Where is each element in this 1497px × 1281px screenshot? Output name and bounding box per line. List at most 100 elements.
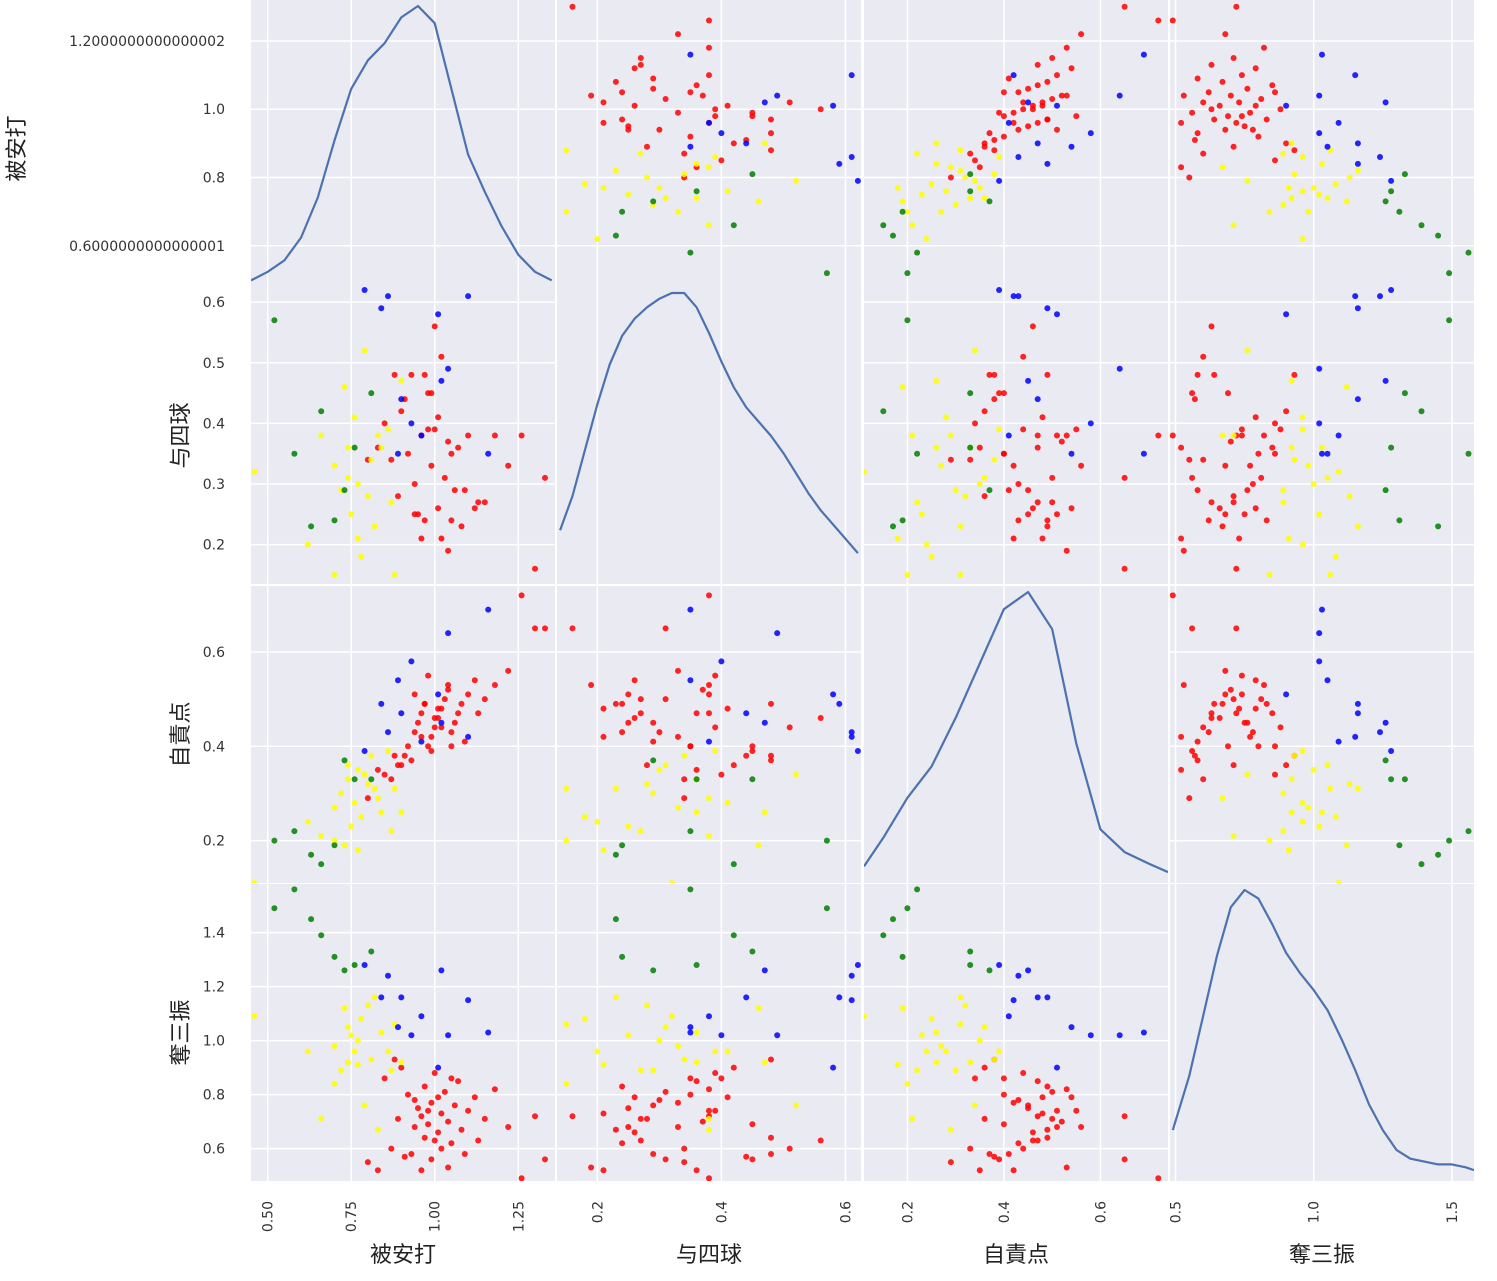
data-point-blue bbox=[1354, 140, 1361, 147]
data-point-red bbox=[1063, 1086, 1070, 1093]
data-point-yellow bbox=[374, 432, 381, 439]
data-point-yellow bbox=[331, 804, 338, 811]
data-point-red bbox=[817, 715, 824, 721]
data-point-red bbox=[505, 1124, 512, 1130]
data-point-blue bbox=[1354, 700, 1361, 707]
data-point-green bbox=[967, 171, 974, 178]
data-point-red bbox=[768, 757, 774, 764]
data-point-red bbox=[1200, 150, 1207, 157]
data-point-red bbox=[441, 1088, 448, 1095]
data-point-red bbox=[435, 505, 442, 512]
data-point-red bbox=[1044, 523, 1051, 530]
data-point-red bbox=[675, 733, 681, 740]
data-point-red bbox=[1249, 481, 1256, 487]
data-point-blue bbox=[1354, 710, 1361, 717]
data-point-blue bbox=[774, 92, 781, 99]
data-point-yellow bbox=[1354, 785, 1361, 792]
data-point-blue bbox=[836, 160, 843, 167]
data-point-red bbox=[981, 493, 988, 500]
data-point-yellow bbox=[358, 1016, 365, 1022]
data-point-red bbox=[1034, 432, 1041, 439]
data-point-yellow bbox=[957, 994, 964, 1001]
data-point-yellow bbox=[933, 1059, 940, 1066]
data-point-yellow bbox=[1310, 766, 1317, 773]
data-point-red bbox=[1241, 123, 1248, 130]
data-point-red bbox=[1049, 1115, 1056, 1122]
data-point-yellow bbox=[914, 1067, 921, 1074]
data-point-red bbox=[1000, 390, 1007, 397]
data-point-blue bbox=[465, 997, 472, 1004]
data-point-yellow bbox=[947, 1126, 954, 1133]
data-point-red bbox=[681, 795, 688, 802]
data-point-red bbox=[972, 420, 978, 427]
data-point-yellow bbox=[976, 1037, 983, 1044]
data-point-green bbox=[1388, 188, 1395, 195]
data-point-red bbox=[481, 696, 488, 703]
data-point-red bbox=[1205, 729, 1212, 736]
data-point-blue bbox=[1068, 450, 1075, 457]
data-point-red bbox=[693, 710, 700, 717]
data-point-red bbox=[768, 752, 774, 759]
data-point-red bbox=[687, 1075, 694, 1082]
data-point-yellow bbox=[563, 208, 570, 215]
data-point-yellow bbox=[957, 1021, 964, 1028]
data-point-red bbox=[687, 133, 694, 140]
data-point-yellow bbox=[331, 462, 338, 469]
data-point-green bbox=[687, 886, 694, 893]
data-point-red bbox=[1015, 126, 1022, 133]
data-point-yellow bbox=[904, 1080, 911, 1087]
data-point-blue bbox=[718, 1032, 725, 1039]
data-point-yellow bbox=[947, 432, 954, 439]
data-point-red bbox=[475, 1137, 482, 1144]
data-point-red bbox=[1258, 696, 1265, 703]
data-point-yellow bbox=[706, 222, 712, 229]
x-axis-title: 被安打 bbox=[370, 1243, 436, 1268]
data-point-red bbox=[1236, 99, 1243, 106]
data-point-red bbox=[976, 164, 983, 171]
data-point-red bbox=[650, 1151, 657, 1157]
data-point-yellow bbox=[1266, 208, 1273, 215]
data-point-green bbox=[612, 851, 619, 858]
data-point-green bbox=[967, 390, 974, 397]
data-point-red bbox=[612, 1126, 619, 1133]
data-point-red bbox=[1249, 729, 1256, 736]
data-point-red bbox=[1194, 371, 1201, 378]
data-point-red bbox=[448, 450, 455, 457]
data-point-red bbox=[398, 408, 405, 415]
data-point-yellow bbox=[1280, 201, 1287, 208]
x-axis-title: 奪三振 bbox=[1289, 1243, 1355, 1268]
data-point-red bbox=[1049, 55, 1056, 61]
data-point-green bbox=[318, 861, 325, 868]
data-point-yellow bbox=[1288, 195, 1295, 201]
data-point-red bbox=[1277, 426, 1284, 433]
data-point-blue bbox=[1116, 92, 1123, 99]
data-point-red bbox=[381, 771, 388, 778]
data-point-red bbox=[619, 1083, 626, 1090]
data-point-red bbox=[976, 1167, 983, 1174]
data-point-red bbox=[421, 1083, 428, 1090]
data-point-blue bbox=[1316, 420, 1323, 427]
y-axis-title: 自責点 bbox=[169, 701, 194, 767]
data-point-yellow bbox=[693, 1059, 700, 1066]
data-point-red bbox=[1039, 1094, 1046, 1101]
data-point-yellow bbox=[358, 553, 365, 560]
data-point-blue bbox=[1382, 377, 1389, 384]
data-point-yellow bbox=[991, 171, 998, 178]
data-point-green bbox=[318, 932, 325, 939]
data-point-red bbox=[1015, 1140, 1022, 1147]
data-point-red bbox=[588, 92, 595, 99]
data-point-blue bbox=[1025, 99, 1032, 106]
data-point-yellow bbox=[344, 1024, 351, 1031]
data-point-blue bbox=[1087, 130, 1094, 137]
data-point-red bbox=[374, 766, 381, 773]
data-point-red bbox=[1178, 733, 1185, 740]
data-point-red bbox=[996, 1156, 1003, 1163]
data-point-yellow bbox=[625, 191, 632, 198]
data-point-green bbox=[1388, 444, 1395, 451]
data-point-green bbox=[341, 757, 348, 764]
data-point-red bbox=[428, 748, 435, 754]
data-point-red bbox=[619, 116, 626, 123]
data-point-green bbox=[368, 776, 375, 783]
data-point-red bbox=[996, 390, 1003, 397]
data-point-blue bbox=[830, 691, 837, 698]
